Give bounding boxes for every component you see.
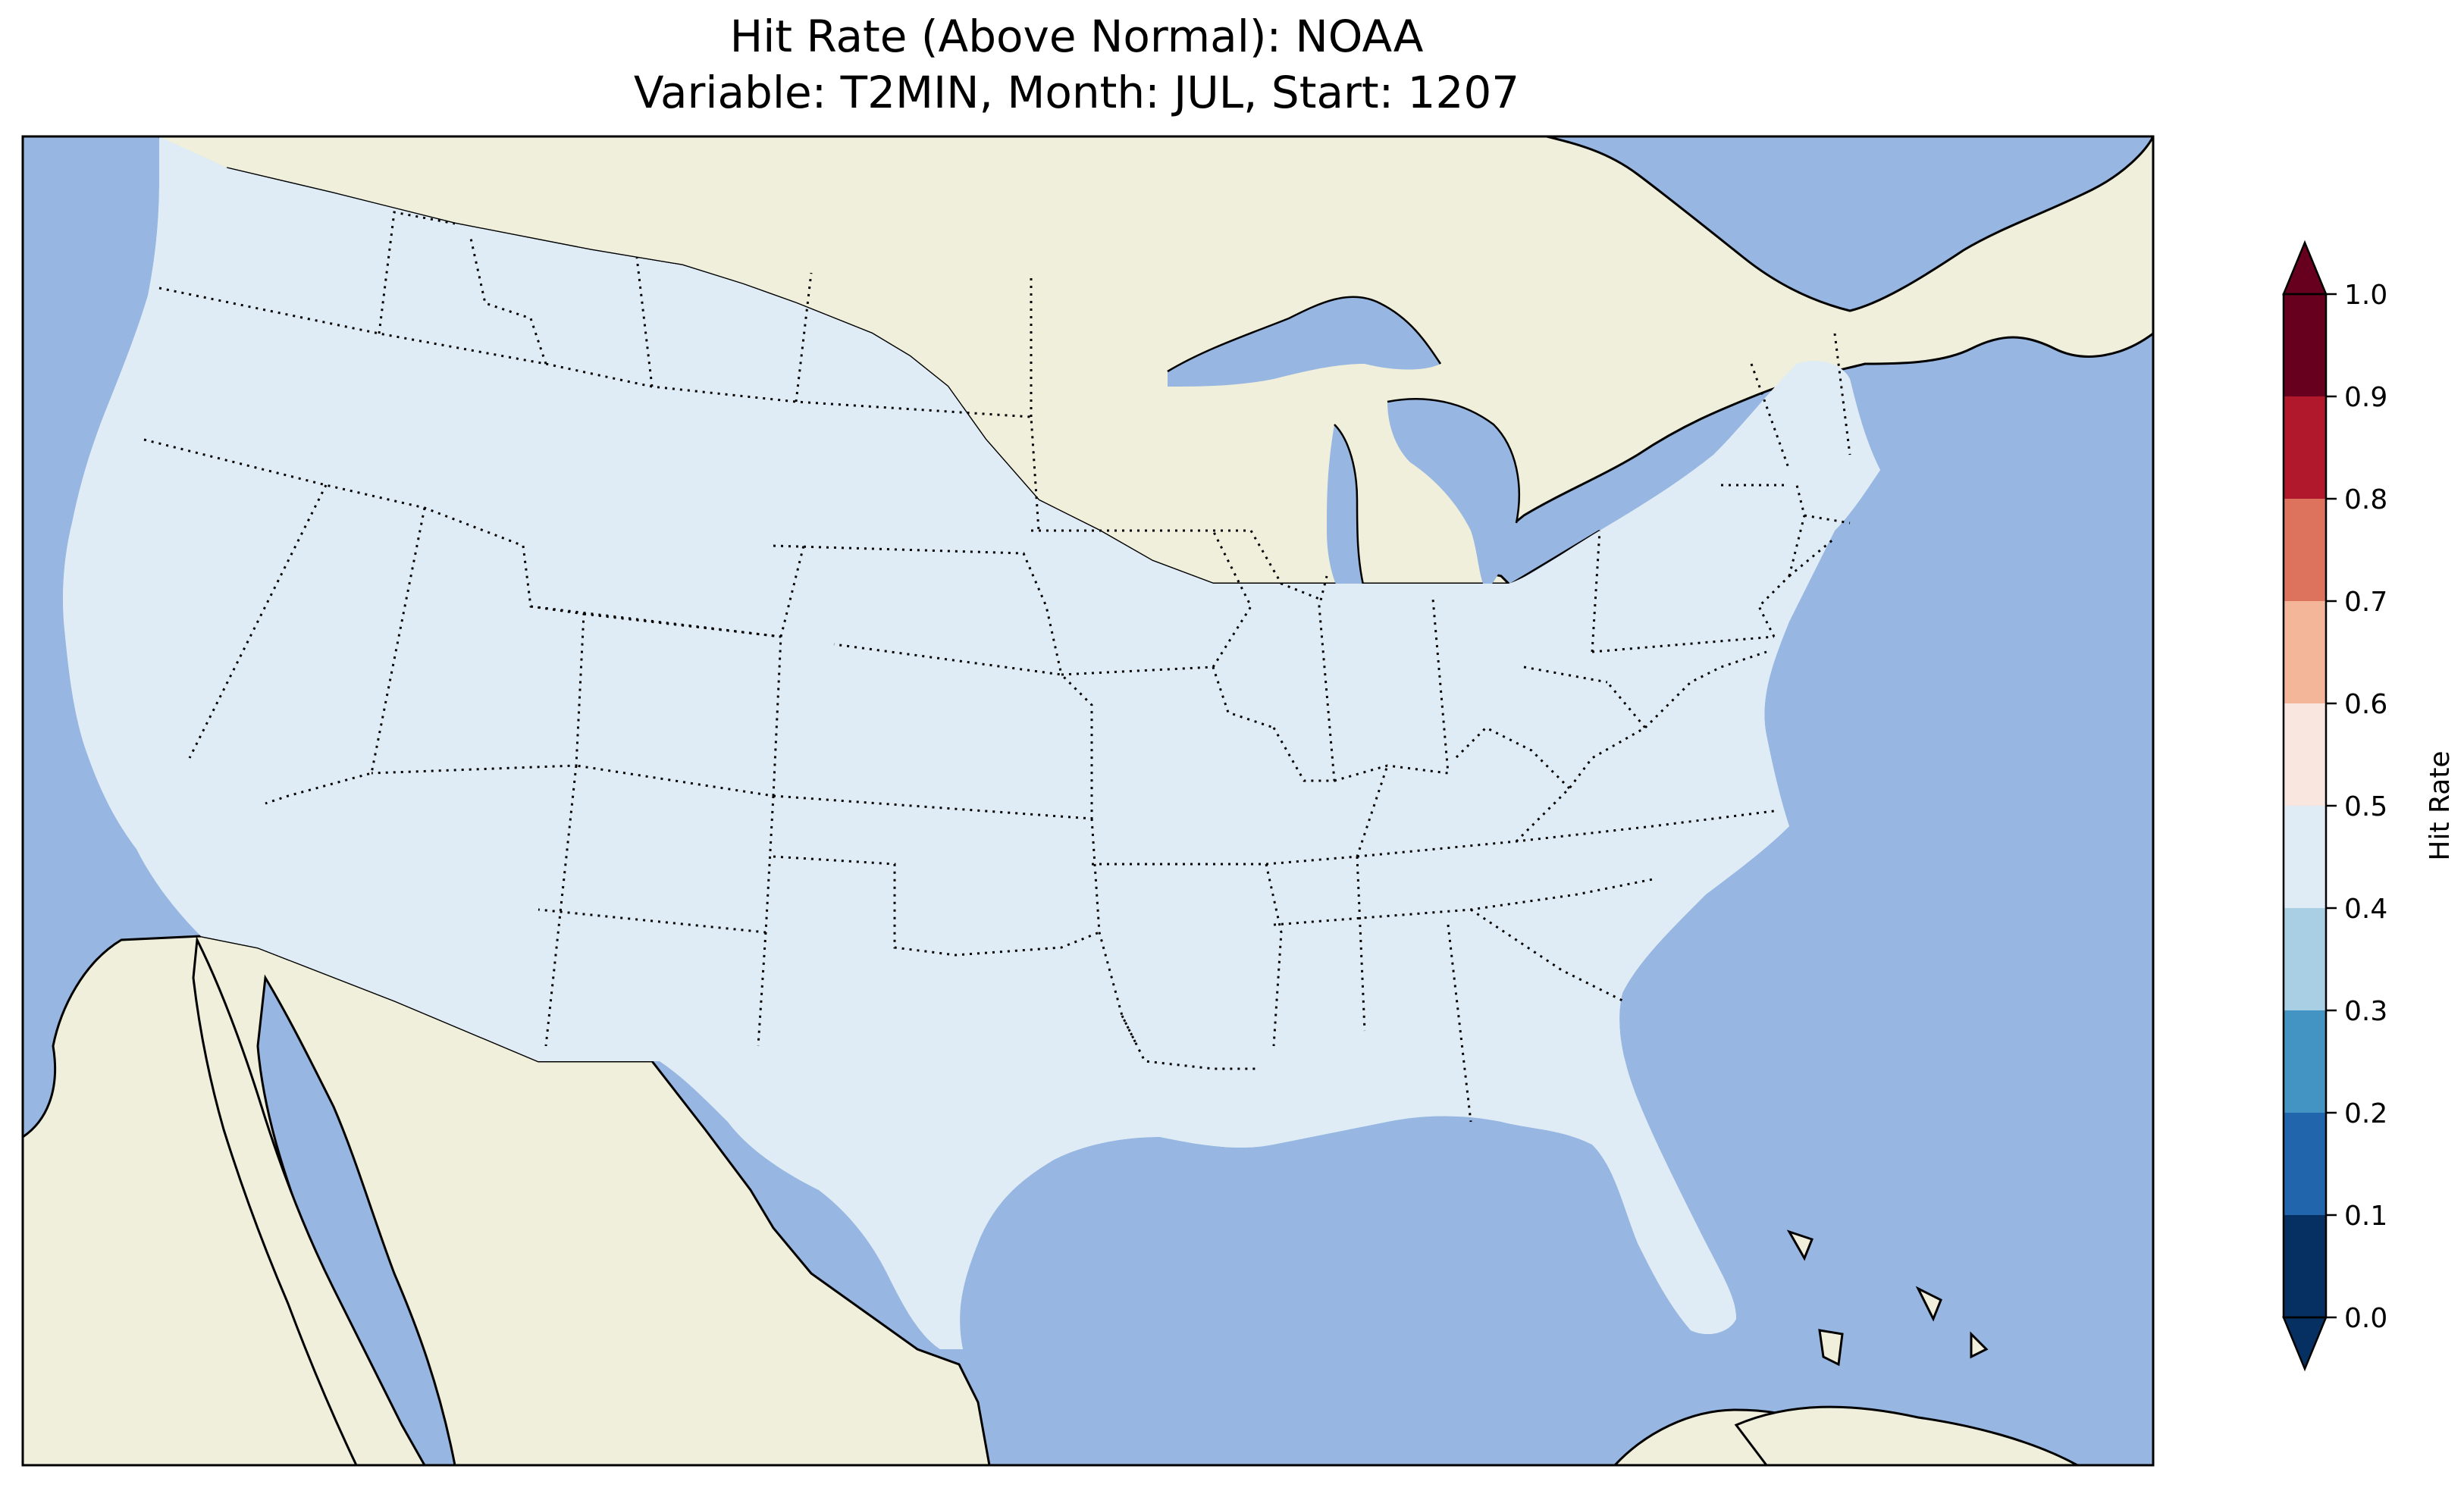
state-borders: [143, 211, 1851, 1123]
baja-peninsula: [192, 935, 426, 1465]
lakes-outline: [1167, 296, 1600, 600]
map-title-line1: Hit Rate (Above Normal): NOAA: [729, 11, 1424, 62]
lake-superior: [1168, 296, 1440, 387]
lake-ontario: [1607, 447, 1706, 500]
land-cuba: [1734, 1405, 2078, 1465]
lake-michigan: [1327, 424, 1365, 606]
lake-huron: [1387, 399, 1519, 591]
land-bahamas: [1786, 1229, 1989, 1367]
map-frame: [21, 135, 2155, 1467]
map-title-line2: Variable: T2MIN, Month: JUL, Start: 1207: [633, 67, 1520, 118]
land-canada: [158, 136, 2153, 585]
